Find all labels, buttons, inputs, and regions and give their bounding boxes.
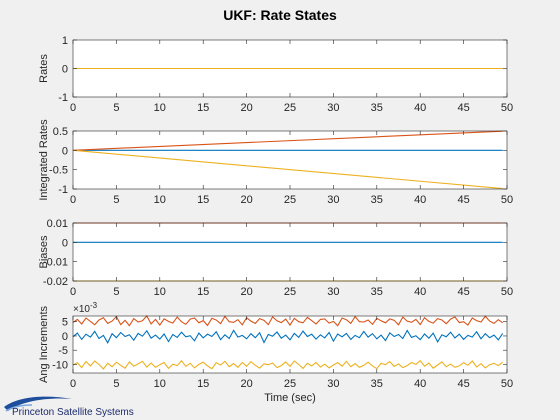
swoosh-icon	[4, 396, 72, 411]
y-tick-label: -1	[58, 92, 68, 104]
x-axis-label: Time (sec)	[264, 392, 316, 404]
x-tick-label: 0	[70, 102, 76, 114]
y-axis-label: Integrated Rates	[38, 119, 50, 201]
y-tick-label: 5	[62, 317, 68, 329]
y-tick-label: 0	[62, 331, 68, 343]
x-tick-label: 10	[154, 286, 166, 298]
y-tick-label: 0.5	[53, 126, 68, 138]
y-tick-label: 0.01	[47, 218, 68, 230]
x-tick-label: 5	[113, 286, 119, 298]
y-exponent-label: ×10-3	[73, 301, 98, 315]
subplot-2: 0 5 10 15 20 25 30 35 40 45 50 -1 -0.5 0 0.5Integrated…	[38, 119, 513, 206]
x-tick-label: 0	[70, 286, 76, 298]
company-logo: Princeton Satellite Systems	[4, 396, 134, 418]
x-tick-label: 40	[414, 194, 426, 206]
x-tick-label: 15	[197, 286, 209, 298]
y-exponent-power: -3	[90, 301, 98, 310]
x-tick-label: 20	[240, 102, 252, 114]
series-line-yellow	[72, 149, 503, 190]
x-tick-label: 15	[197, 102, 209, 114]
x-tick-label: 5	[113, 102, 119, 114]
y-tick-label: -10	[52, 359, 68, 371]
subplot-4: 0 5 10 15 20 25 30 35 40 45 50 -10 -5 0 5 Ang Increment…	[38, 301, 513, 404]
x-tick-label: 25	[284, 378, 296, 390]
x-tick-label: 35	[371, 378, 383, 390]
series-line-blue	[72, 329, 504, 344]
x-tick-label: 5	[113, 194, 119, 206]
x-tick-label: 10	[154, 194, 166, 206]
y-tick-label: -1	[58, 184, 68, 196]
y-tick-label: 0	[62, 237, 68, 249]
x-tick-label: 40	[414, 286, 426, 298]
x-tick-label: 30	[327, 194, 339, 206]
series-line-yellow	[72, 359, 504, 370]
y-axis-label: Ang Increments	[38, 305, 50, 383]
x-tick-label: 30	[327, 378, 339, 390]
x-tick-label: 10	[154, 378, 166, 390]
x-tick-label: 0	[70, 378, 76, 390]
y-tick-label: -0.5	[49, 165, 68, 177]
plot-area	[73, 131, 507, 189]
x-tick-label: 30	[327, 102, 339, 114]
x-tick-label: 45	[457, 378, 469, 390]
x-tick-label: 0	[70, 194, 76, 206]
x-tick-label: 45	[457, 194, 469, 206]
y-tick-label: -5	[58, 345, 68, 357]
x-tick-label: 40	[414, 378, 426, 390]
x-tick-label: 30	[327, 286, 339, 298]
x-tick-label: 50	[501, 194, 513, 206]
logo-text: Princeton Satellite Systems	[12, 407, 134, 418]
y-tick-label: -0.01	[43, 257, 68, 269]
x-tick-label: 40	[414, 102, 426, 114]
y-tick-label: 0	[62, 145, 68, 157]
series-line-red	[72, 315, 504, 327]
x-tick-label: 20	[240, 286, 252, 298]
x-tick-label: 5	[113, 378, 119, 390]
x-tick-label: 50	[501, 286, 513, 298]
x-tick-label: 50	[501, 378, 513, 390]
x-tick-label: 10	[154, 102, 166, 114]
y-tick-label: -0.02	[43, 276, 68, 288]
x-tick-label: 35	[371, 194, 383, 206]
x-tick-label: 15	[197, 194, 209, 206]
x-tick-label: 45	[457, 286, 469, 298]
x-tick-label: 50	[501, 102, 513, 114]
subplot-3: 0 5 10 15 20 25 30 35 40 45 50 -0.02 -0.01 0 0.01 Biase…	[38, 218, 513, 298]
y-axis-label: Rates	[38, 54, 50, 83]
x-tick-label: 20	[240, 378, 252, 390]
x-tick-label: 45	[457, 102, 469, 114]
x-tick-label: 25	[284, 286, 296, 298]
y-axis-label: Biases	[38, 235, 50, 269]
y-tick-label: 1	[62, 35, 68, 47]
chart-title: UKF: Rate States	[223, 7, 337, 23]
y-tick-label: 0	[62, 64, 68, 76]
x-tick-label: 25	[284, 102, 296, 114]
x-tick-label: 20	[240, 194, 252, 206]
x-tick-label: 35	[371, 286, 383, 298]
series-line-red	[72, 130, 503, 151]
x-tick-label: 35	[371, 102, 383, 114]
x-tick-label: 15	[197, 378, 209, 390]
plot-area	[73, 223, 507, 281]
x-tick-label: 25	[284, 194, 296, 206]
